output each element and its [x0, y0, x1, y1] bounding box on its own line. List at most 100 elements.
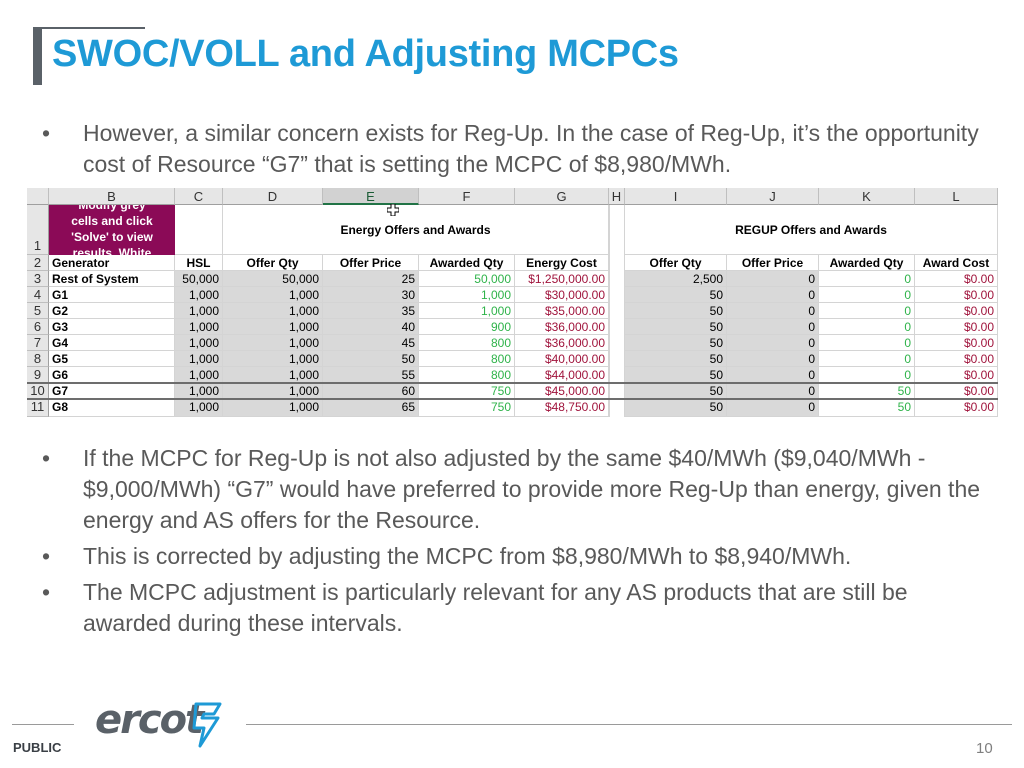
table-cell: $0.00: [915, 367, 998, 383]
row-header: 11: [27, 399, 49, 417]
table-cell: G2: [49, 303, 175, 319]
row-header: 3: [27, 271, 49, 287]
table-cell: $0.00: [915, 351, 998, 367]
bullet-dot: •: [42, 120, 51, 146]
table-cell: 50: [625, 399, 727, 417]
table-cell: G4: [49, 335, 175, 351]
table-header-cell: Energy Cost: [515, 255, 609, 271]
column-header-j: J: [727, 188, 819, 205]
column-header-d: D: [223, 188, 323, 205]
table-cell: G7: [49, 383, 175, 399]
table-cell: $0.00: [915, 319, 998, 335]
table-cell: 0: [727, 383, 819, 399]
energy-group-header: Energy Offers and Awards: [223, 205, 609, 255]
table-cell: $30,000.00: [515, 287, 609, 303]
table-cell: $44,000.00: [515, 367, 609, 383]
table-cell: 0: [727, 287, 819, 303]
table-cell: 0: [819, 335, 915, 351]
bullet-dot: •: [42, 579, 51, 605]
column-header-l: L: [915, 188, 998, 205]
note-line: Modify grey: [78, 205, 146, 212]
ercot-logo-icon: [192, 702, 222, 748]
row-highlight-line: [27, 398, 998, 400]
table-cell: Rest of System: [49, 271, 175, 287]
table-cell: $1,250,000.00: [515, 271, 609, 287]
table-cell: $35,000.00: [515, 303, 609, 319]
table-cell: 0: [819, 319, 915, 335]
table-cell: 0: [727, 351, 819, 367]
table-cell: 750: [419, 399, 515, 417]
table-cell: 35: [323, 303, 419, 319]
table-cell: 1,000: [175, 335, 223, 351]
table-cell: 900: [419, 319, 515, 335]
table-cell: $48,750.00: [515, 399, 609, 417]
table-cell: 65: [323, 399, 419, 417]
row-header: 8: [27, 351, 49, 367]
footer-divider-left: [12, 724, 74, 725]
table-header-cell: Offer Price: [323, 255, 419, 271]
table-cell: 0: [727, 319, 819, 335]
bullet-dot: •: [42, 543, 51, 569]
slide-title: SWOC/VOLL and Adjusting MCPCs: [52, 33, 679, 75]
instruction-note: Modify grey cells and click 'Solve' to vie…: [49, 205, 175, 255]
table-cell: 1,000: [223, 303, 323, 319]
table-cell: $45,000.00: [515, 383, 609, 399]
column-header-g: G: [515, 188, 609, 205]
table-cell: 50: [625, 335, 727, 351]
cursor-crosshair-icon: [386, 203, 400, 217]
note-line: 'Solve' to view: [71, 230, 153, 244]
table-cell: $0.00: [915, 335, 998, 351]
bullet-text: The MCPC adjustment is particularly rele…: [83, 579, 908, 636]
column-header-e: E: [323, 188, 419, 205]
table-cell: 0: [727, 367, 819, 383]
table-cell: $0.00: [915, 399, 998, 417]
table-header-cell: Offer Price: [727, 255, 819, 271]
title-accent-bar: [33, 27, 42, 85]
table-cell: 0: [727, 335, 819, 351]
table-cell: 50: [819, 383, 915, 399]
table-cell: 0: [819, 287, 915, 303]
table-cell: 800: [419, 367, 515, 383]
table-cell: 50: [625, 351, 727, 367]
title-accent-line: [33, 27, 145, 29]
table-cell: $0.00: [915, 303, 998, 319]
table-cell: 800: [419, 335, 515, 351]
bullet-dot: •: [42, 445, 51, 471]
column-header-i: I: [625, 188, 727, 205]
footer-divider-right: [246, 724, 1012, 725]
bullet-text: This is corrected by adjusting the MCPC …: [83, 543, 852, 569]
row-header: 5: [27, 303, 49, 319]
column-header-c: C: [175, 188, 223, 205]
empty-cell: [175, 205, 223, 255]
table-cell: 1,000: [175, 287, 223, 303]
table-cell: 1,000: [223, 383, 323, 399]
note-line: results. White: [72, 246, 152, 255]
column-header-f: F: [419, 188, 515, 205]
table-cell: 45: [323, 335, 419, 351]
table-cell: G6: [49, 367, 175, 383]
table-cell: 50: [625, 319, 727, 335]
row-highlight-line: [27, 382, 998, 384]
page-number: 10: [976, 740, 993, 757]
table-cell: 0: [727, 303, 819, 319]
table-cell: 50: [323, 351, 419, 367]
table-cell: 750: [419, 383, 515, 399]
table-cell: 50,000: [223, 271, 323, 287]
table-cell: 0: [727, 399, 819, 417]
table-cell: G3: [49, 319, 175, 335]
table-cell: 50: [625, 287, 727, 303]
table-cell: 1,000: [223, 367, 323, 383]
table-cell: 40: [323, 319, 419, 335]
row-header: 7: [27, 335, 49, 351]
table-cell: 25: [323, 271, 419, 287]
table-cell: $40,000.00: [515, 351, 609, 367]
row-header: 10: [27, 383, 49, 399]
table-cell: G5: [49, 351, 175, 367]
table-cell: 1,000: [175, 383, 223, 399]
bullet-text: However, a similar concern exists for Re…: [83, 120, 979, 177]
ercot-logo: ercot: [95, 697, 204, 743]
table-cell: 50: [819, 399, 915, 417]
table-cell: 50: [625, 367, 727, 383]
table-cell: 50,000: [419, 271, 515, 287]
table-cell: 0: [819, 303, 915, 319]
